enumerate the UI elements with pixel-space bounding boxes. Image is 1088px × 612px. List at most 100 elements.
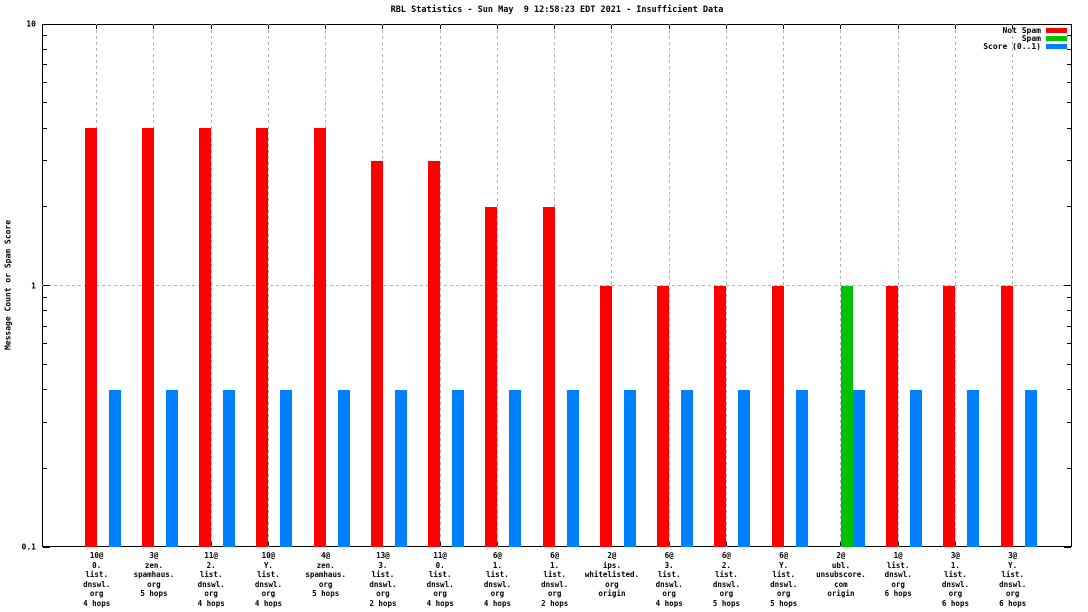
bar-score-0-1 [337, 389, 350, 547]
bar-score-0-1 [223, 389, 236, 547]
x-tick [668, 25, 670, 29]
y-minor-tick [43, 160, 47, 162]
y-minor-tick [43, 421, 47, 423]
y-minor-tick [43, 363, 47, 365]
y-minor-tick [1067, 64, 1071, 65]
x-category-label: 6@ 1. list. dnswl. org 4 hops [483, 551, 511, 608]
bar-not-spam [313, 128, 326, 547]
x-tick [496, 25, 498, 29]
bar-score-0-1 [623, 389, 636, 547]
x-tick [783, 25, 785, 29]
y-minor-tick [1067, 389, 1071, 391]
y-minor-tick [1067, 467, 1071, 469]
x-tick [153, 542, 155, 546]
y-minor-tick [1067, 102, 1071, 104]
legend-swatch [1046, 28, 1067, 33]
y-minor-tick [1067, 48, 1071, 50]
legend-label: Score (0..1) [983, 42, 1041, 51]
bar-score-0-1 [681, 389, 694, 547]
y-minor-tick [43, 127, 47, 129]
x-tick [267, 25, 269, 29]
bar-score-0-1 [165, 389, 178, 547]
y-minor-tick [1067, 206, 1071, 208]
bar-score-0-1 [452, 389, 465, 547]
x-category-label: 2@ ips. whitelisted. org origin [584, 551, 640, 599]
y-minor-tick [1067, 310, 1071, 312]
x-tick [325, 25, 327, 29]
y-major-tick [1064, 546, 1071, 548]
y-major-tick [1064, 285, 1071, 286]
y-minor-tick [43, 35, 47, 37]
legend-label: Not Spam [1002, 26, 1041, 35]
bar-score-0-1 [566, 389, 579, 547]
x-tick [210, 542, 212, 546]
legend-swatch [1046, 44, 1067, 49]
x-category-label: 2@ ubl. unsubscore. com origin [816, 551, 866, 599]
legend-label: Spam [1021, 34, 1041, 43]
bar-score-0-1 [967, 389, 980, 547]
y-minor-tick [43, 206, 47, 208]
y-minor-tick [43, 389, 47, 391]
legend-item: Not Spam [983, 26, 1067, 35]
bar-score-0-1 [1024, 389, 1037, 547]
x-tick [496, 542, 498, 546]
y-minor-tick [1067, 81, 1071, 83]
bar-score-0-1 [852, 389, 865, 547]
x-category-label: 6@ 3. list. dnswl. org 4 hops [655, 551, 683, 608]
x-tick [554, 542, 556, 546]
x-tick [1012, 542, 1014, 546]
bar-not-spam [370, 160, 383, 547]
x-tick [96, 25, 98, 29]
y-minor-tick [1067, 363, 1071, 365]
x-tick [382, 25, 384, 29]
x-tick [554, 25, 556, 29]
bar-not-spam [886, 285, 899, 547]
y-minor-tick [43, 343, 47, 344]
legend-swatch [1046, 36, 1067, 41]
bar-not-spam [199, 128, 212, 547]
x-tick [1012, 25, 1014, 29]
x-category-label: 6@ 2. list. dnswl. org 5 hops [712, 551, 740, 608]
bar-score-0-1 [509, 389, 522, 547]
y-minor-tick [1067, 127, 1071, 129]
y-minor-tick [43, 467, 47, 469]
horizontal-gridline [42, 285, 1072, 286]
bar-not-spam [542, 206, 555, 547]
x-category-label: 3@ Y. list. dnswl. org 6 hops [999, 551, 1027, 608]
y-minor-tick [43, 64, 47, 65]
x-tick [382, 542, 384, 546]
x-category-label: 6@ 1. list. dnswl. org 2 hops [541, 551, 569, 608]
x-category-label: 10@ 0. list. dnswl. org 4 hops [83, 551, 111, 608]
x-category-label: 6@ Y. list. dnswl. org 5 hops [770, 551, 798, 608]
x-category-label: 11@ 0. list. dnswl. org 4 hops [426, 551, 454, 608]
bar-not-spam [714, 285, 727, 547]
y-minor-tick [1067, 160, 1071, 162]
y-tick-label: 1 [31, 281, 36, 290]
bar-not-spam [256, 128, 269, 547]
y-minor-tick [43, 325, 47, 327]
x-tick [267, 542, 269, 546]
x-tick [954, 542, 956, 546]
y-major-tick [43, 546, 50, 548]
x-tick [210, 25, 212, 29]
y-minor-tick [43, 48, 47, 50]
x-tick [725, 25, 727, 29]
bar-not-spam [771, 285, 784, 547]
bar-not-spam [485, 206, 498, 547]
x-tick [325, 542, 327, 546]
bar-not-spam [657, 285, 670, 547]
y-minor-tick [1067, 35, 1071, 37]
x-tick [725, 542, 727, 546]
x-tick [153, 25, 155, 29]
bar-not-spam [943, 285, 956, 547]
legend-item: Score (0..1) [983, 42, 1067, 51]
x-tick [783, 542, 785, 546]
bar-not-spam [84, 128, 97, 547]
y-minor-tick [43, 310, 47, 312]
x-category-label: 3@ 1. list. dnswl. org 6 hops [941, 551, 969, 608]
y-tick-label: 0.1 [21, 542, 36, 552]
y-minor-tick [1067, 296, 1071, 298]
y-major-tick [43, 285, 50, 286]
legend: Not Spam Spam Score (0..1) [983, 26, 1067, 51]
